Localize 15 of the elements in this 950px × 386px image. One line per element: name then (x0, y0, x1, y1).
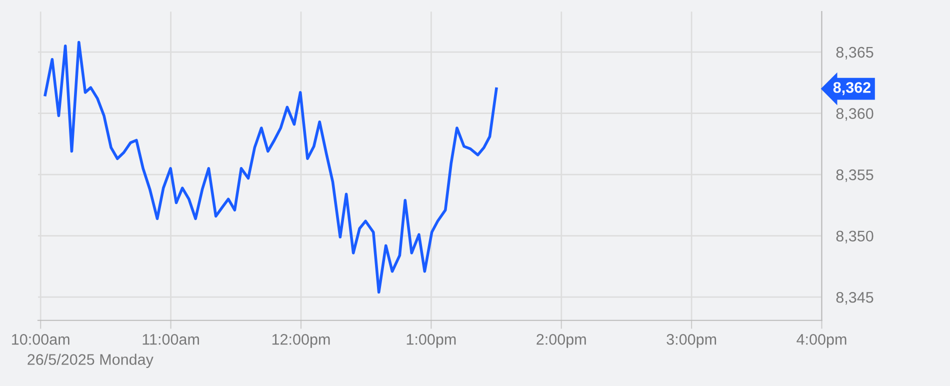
y-tick-label: 8,355 (836, 169, 874, 182)
x-tick-label: 12:00pm (272, 334, 330, 348)
y-tick-label: 8,350 (836, 230, 874, 244)
x-tick-label: 3:00pm (666, 334, 716, 348)
x-tick-label: 4:00pm (796, 334, 846, 348)
line-series (44, 40, 498, 294)
x-tick-label: 2:00pm (536, 334, 586, 348)
y-tick-label: 8,345 (836, 292, 874, 305)
text: 8,362 (833, 82, 870, 96)
x-tick-label: 1:00pm (406, 334, 456, 348)
y-tick-label: 8,360 (836, 108, 874, 121)
x-tick-label: 10:00am (12, 334, 70, 345)
y-tick-label: 8,365 (836, 46, 874, 60)
text: 26/5/2025 Monday (28, 354, 154, 368)
x-tick-label: 11:00am (142, 334, 199, 345)
